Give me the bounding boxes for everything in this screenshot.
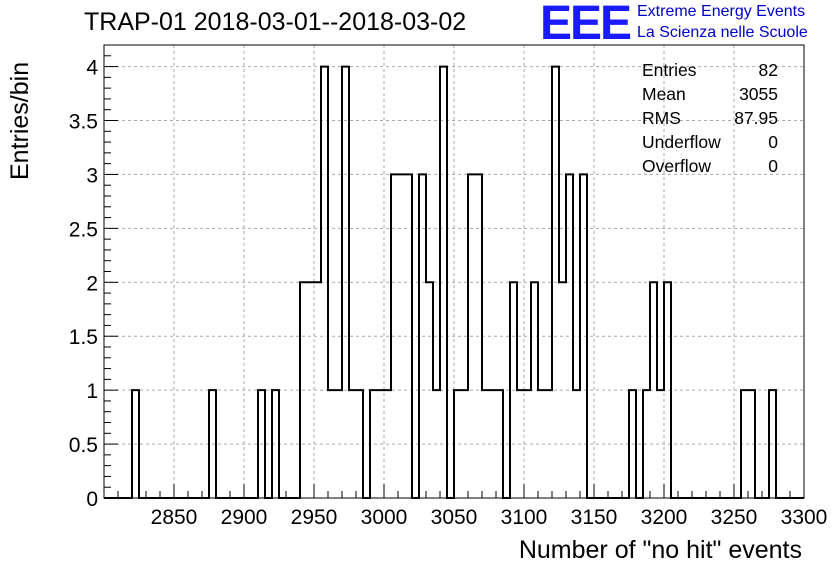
histogram-bin-18 (510, 282, 517, 498)
y-tick-label-6: 3 (86, 164, 98, 187)
histogram-bin-30 (657, 390, 664, 498)
histogram-bin-25 (573, 390, 580, 498)
stats-row-underflow: Underflow 0 (642, 132, 778, 156)
histogram-bin-22 (552, 67, 559, 498)
logo-line-1: Extreme Energy Events (637, 3, 806, 20)
y-tick-label-2: 1 (86, 380, 98, 403)
stats-value: 0 (768, 156, 778, 176)
stats-value: 82 (758, 60, 778, 80)
histogram-bin-23 (559, 282, 566, 498)
histogram-bin-33 (769, 390, 776, 498)
y-tick-label-4: 2 (86, 272, 98, 295)
stats-label: RMS (642, 108, 681, 128)
stats-value: 87.95 (734, 108, 778, 128)
x-tick-label-5: 3100 (501, 506, 548, 529)
y-tick-label-7: 3.5 (69, 111, 98, 134)
x-tick-label-9: 3300 (781, 506, 828, 529)
x-tick-label-0: 2850 (151, 506, 198, 529)
histogram-bin-2 (258, 390, 265, 498)
histogram-bin-29 (650, 282, 657, 498)
y-tick-label-5: 2.5 (69, 218, 98, 241)
y-axis-label: Entries/bin (6, 61, 34, 180)
stats-row-rms: RMS 87.95 (642, 108, 778, 132)
histogram-bin-27 (629, 390, 636, 498)
histogram-bin-3 (272, 390, 279, 498)
x-tick-label-6: 3150 (571, 506, 618, 529)
stats-box: Entries 82 Mean 3055 RMS 87.95 Underflow 0 Overf… (642, 60, 778, 180)
stats-label: Underflow (642, 132, 721, 152)
stats-label: Entries (642, 60, 697, 80)
logo-line-2: La Scienza nelle Scuole (637, 24, 808, 41)
histogram-bin-14 (440, 67, 447, 498)
stats-row-entries: Entries 82 (642, 60, 778, 84)
y-tick-label-0: 0 (86, 488, 98, 511)
histogram-bin-28 (643, 390, 650, 498)
histogram-bin-8 (349, 390, 363, 498)
x-tick-label-4: 3050 (431, 506, 478, 529)
y-tick-label-3: 1.5 (69, 326, 98, 349)
histogram-bin-11 (419, 174, 426, 498)
histogram-bin-24 (566, 174, 573, 498)
histogram-bin-13 (433, 390, 440, 498)
stats-value: 0 (768, 132, 778, 152)
histogram-bin-1 (209, 390, 216, 498)
x-axis-label: Number of "no hit" events (518, 536, 802, 564)
histogram-bin-19 (517, 390, 531, 498)
stats-label: Mean (642, 84, 686, 104)
histogram-bin-6 (328, 390, 342, 498)
y-tick-label-1: 0.5 (69, 434, 98, 457)
stats-label: Overflow (642, 156, 712, 176)
histogram-bin-21 (538, 390, 552, 498)
stats-row-overflow: Overflow 0 (642, 156, 778, 180)
histogram-bin-16 (468, 174, 482, 498)
histogram-bin-32 (741, 390, 755, 498)
histogram-bin-15 (454, 390, 468, 498)
x-tick-label-8: 3250 (711, 506, 758, 529)
chart-title: TRAP-01 2018-03-01--2018-03-02 (84, 8, 467, 36)
x-tick-label-3: 3000 (361, 506, 408, 529)
x-tick-label-1: 2900 (221, 506, 268, 529)
x-tick-label-2: 2950 (291, 506, 338, 529)
histogram-bin-0 (132, 390, 139, 498)
histogram-bin-4 (300, 282, 321, 498)
histogram-bin-31 (664, 282, 671, 498)
eee-logo: EEE (540, 0, 632, 50)
histogram-bin-9 (370, 390, 391, 498)
y-tick-label-8: 4 (86, 57, 98, 80)
stats-row-mean: Mean 3055 (642, 84, 778, 108)
stats-value: 3055 (739, 84, 778, 104)
histogram-bin-5 (321, 67, 328, 498)
histogram-bin-26 (580, 174, 587, 498)
histogram-bin-20 (531, 282, 538, 498)
histogram-bin-17 (482, 390, 503, 498)
histogram-bin-12 (426, 282, 433, 498)
x-tick-label-7: 3200 (641, 506, 688, 529)
histogram-bin-10 (391, 174, 412, 498)
histogram-bin-7 (342, 67, 349, 498)
histogram-outline (104, 65, 804, 499)
